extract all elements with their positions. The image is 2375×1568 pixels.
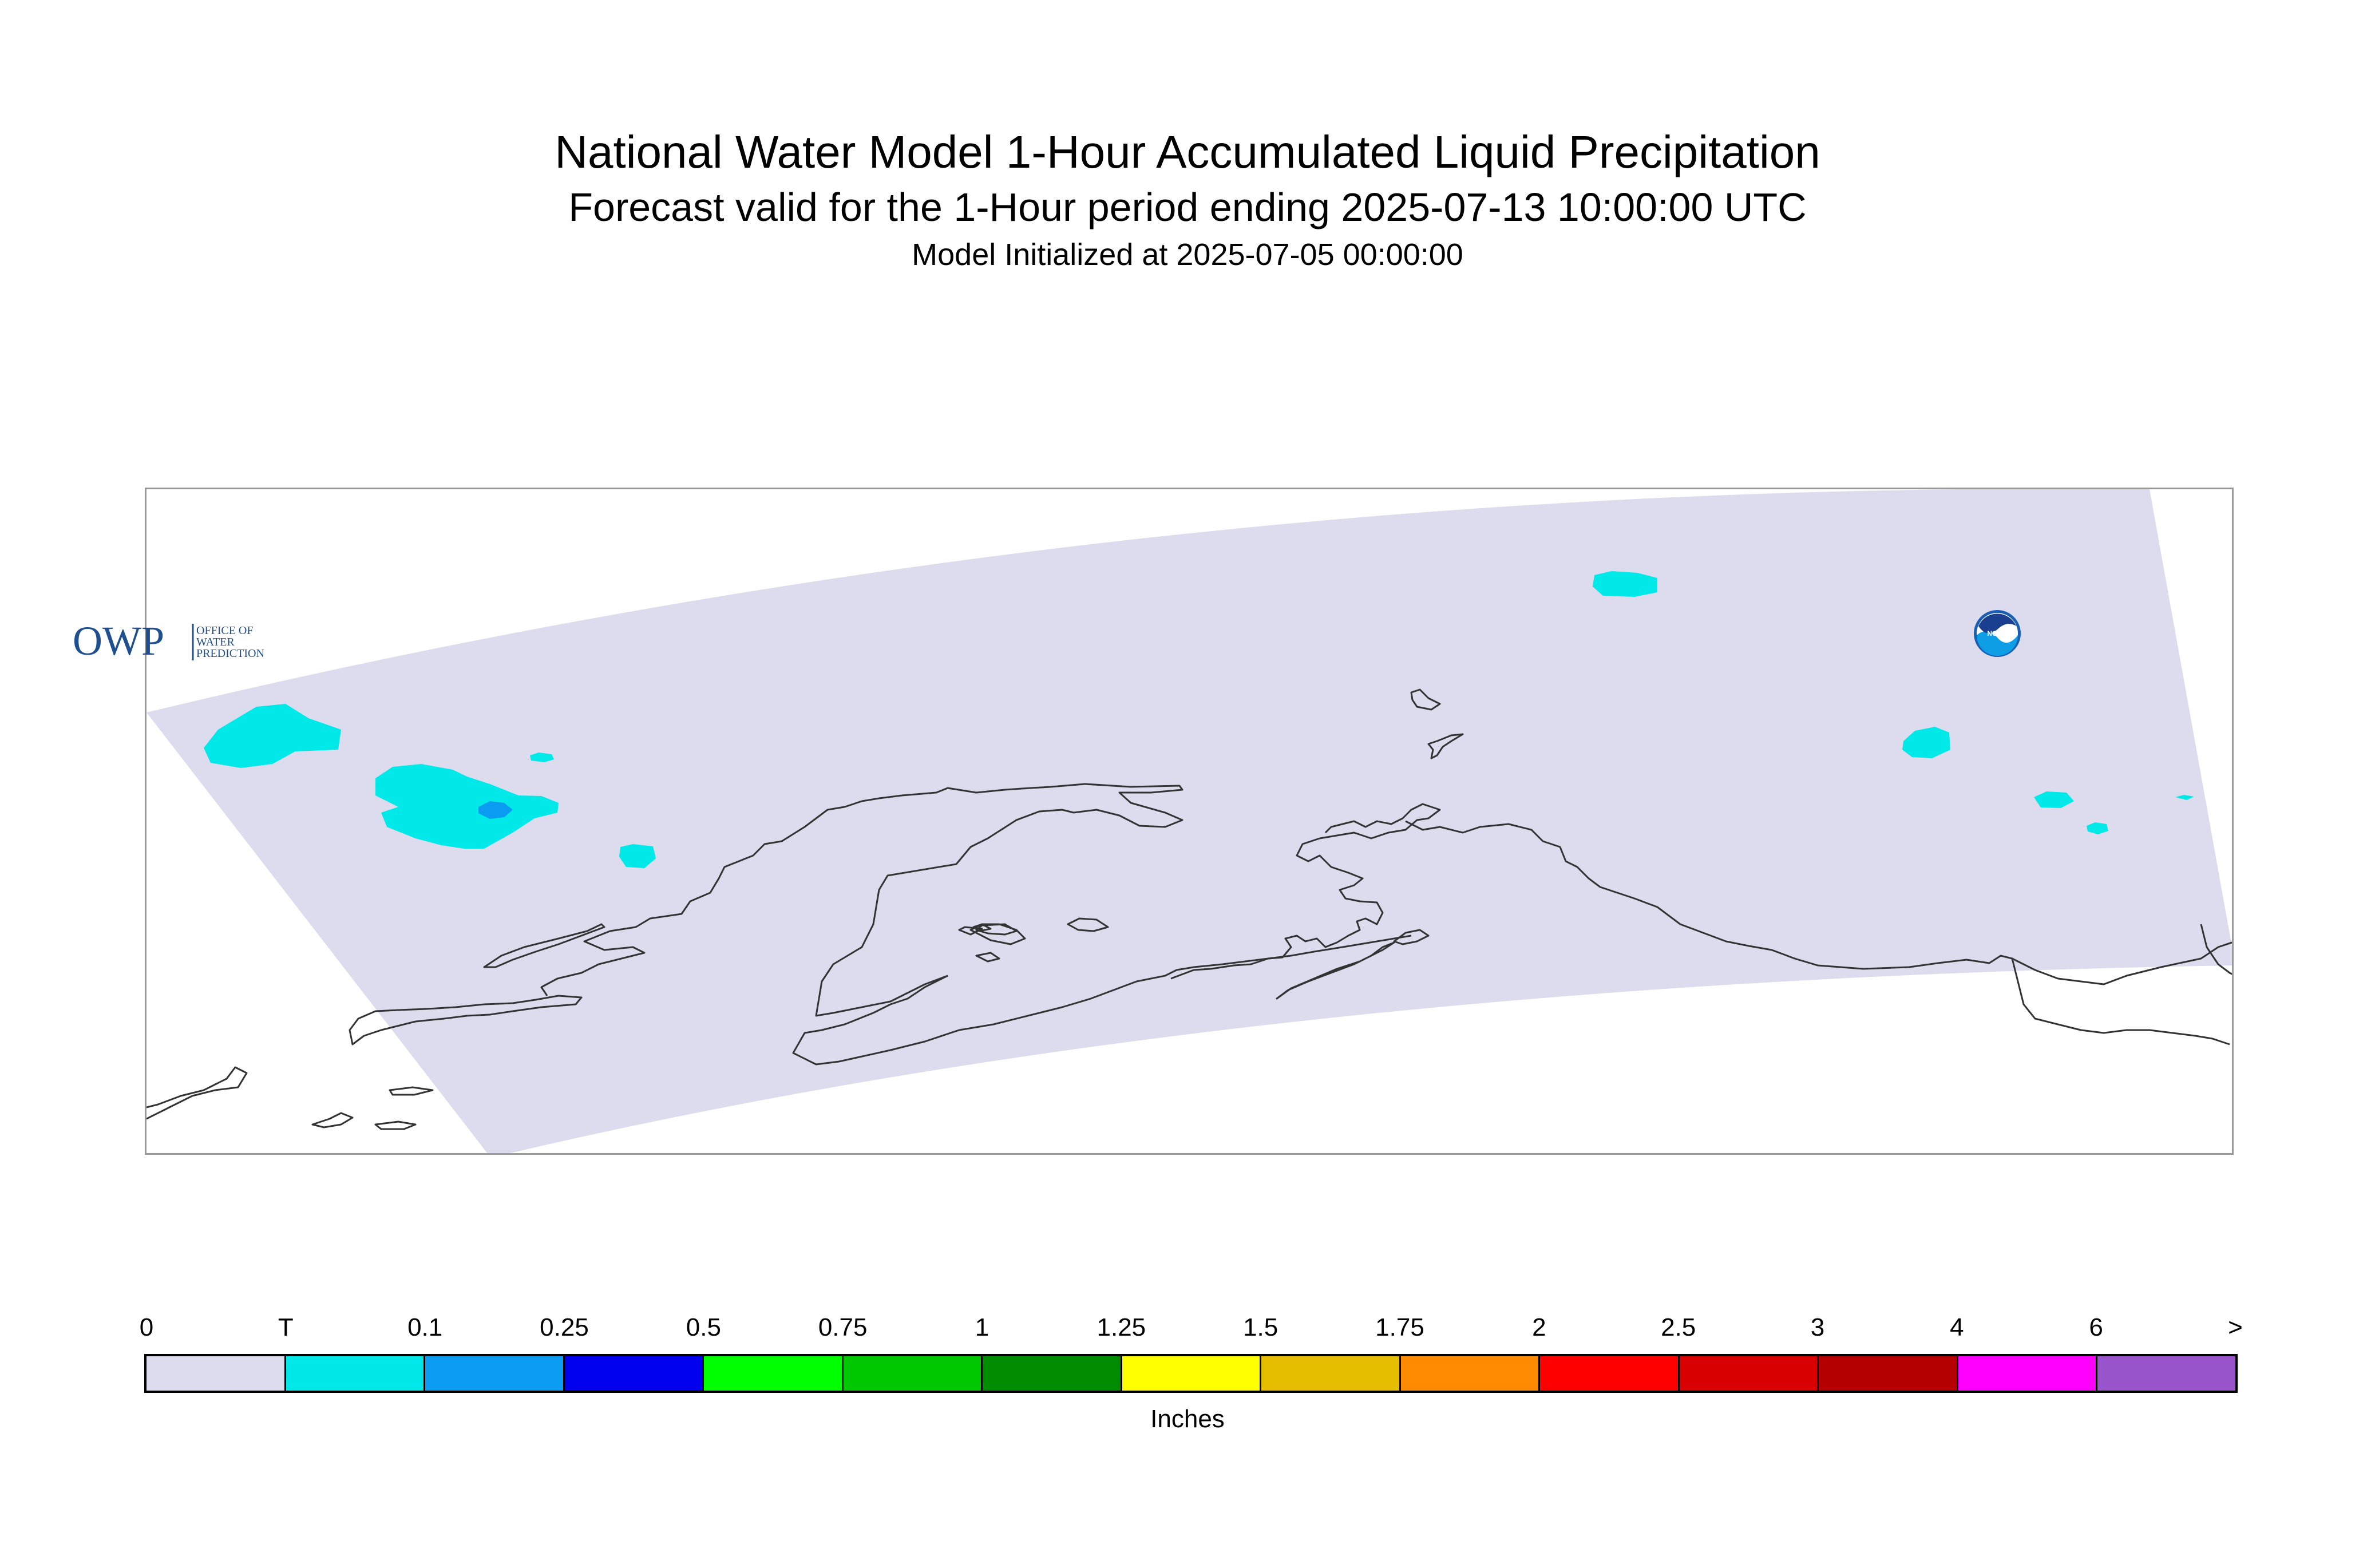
colorbar-tick-label: 0.1 bbox=[407, 1313, 443, 1341]
colorbar-swatch bbox=[1122, 1356, 1262, 1391]
coastline-peninsula-south bbox=[792, 935, 1412, 1066]
colorbar-tick-label: 1 bbox=[975, 1313, 989, 1341]
colorbar-tick-label: 0.75 bbox=[818, 1313, 868, 1341]
colorbar-tick-label: > bbox=[2228, 1313, 2243, 1341]
owp-text-line-2: WATER bbox=[196, 636, 235, 648]
colorbar-swatch bbox=[2097, 1356, 2235, 1391]
coastline-island-sw3 bbox=[374, 1120, 417, 1130]
coastline-arctic-small-2 bbox=[1427, 733, 1464, 759]
colorbar-tick-label: 4 bbox=[1950, 1313, 1964, 1341]
colorbar-tick-label: 6 bbox=[2089, 1313, 2103, 1341]
colorbar-swatch bbox=[425, 1356, 565, 1391]
colorbar-swatch bbox=[1679, 1356, 1819, 1391]
coastline-kenai-chugach bbox=[1170, 803, 1441, 980]
colorbar-swatch bbox=[983, 1356, 1122, 1391]
owp-text-line-3: PREDICTION bbox=[196, 647, 264, 660]
coastline-small-lake bbox=[975, 923, 1018, 936]
colorbar-tick-label: 0 bbox=[139, 1313, 154, 1341]
precip-areas bbox=[204, 571, 2194, 868]
precip-area-east-cell-2 bbox=[2034, 791, 2074, 808]
colorbar bbox=[144, 1354, 2238, 1393]
coastline-small-island-mid bbox=[975, 952, 1000, 963]
colorbar-tick-label: 2 bbox=[1532, 1313, 1546, 1341]
noaa-text: NOAA bbox=[1987, 629, 2008, 638]
colorbar-swatch bbox=[1261, 1356, 1401, 1391]
coastline-bering-island bbox=[969, 923, 1026, 945]
map-panel bbox=[145, 488, 2234, 1155]
colorbar-swatch bbox=[1400, 1356, 1541, 1391]
model-domain bbox=[147, 489, 2232, 1153]
noaa-logo: NOAA bbox=[1973, 609, 2022, 658]
precip-area-east-cell-1 bbox=[1902, 727, 1950, 758]
coastline-kodiak-island bbox=[1276, 941, 1395, 1000]
precip-area-north-cell bbox=[1593, 571, 1657, 597]
precip-area-small-west-cell bbox=[619, 844, 656, 868]
colorbar-swatch bbox=[1540, 1356, 1680, 1391]
colorbar-units: Inches bbox=[1150, 1405, 1225, 1433]
precipitation-map bbox=[147, 489, 2232, 1153]
colorbar-swatch bbox=[1958, 1356, 2098, 1391]
map-subtitle: Forecast valid for the 1-Hour period end… bbox=[568, 185, 1807, 229]
precip-area-central-west-cell bbox=[375, 764, 559, 849]
coastline-arctic-small-1 bbox=[1410, 688, 1441, 711]
colorbar-swatch bbox=[704, 1356, 844, 1391]
coastline-bristol-west bbox=[349, 995, 583, 1046]
precip-area-east-cell-4 bbox=[2175, 795, 2194, 800]
coastlines bbox=[147, 688, 2232, 1130]
map-title: National Water Model 1-Hour Accumulated … bbox=[555, 126, 1820, 177]
colorbar-tick-label: 0.5 bbox=[686, 1313, 721, 1341]
colorbar-labels: 0 T 0.1 0.25 0.5 0.75 1 1.25 1.5 1.75 2 2.5 3 4 6 > bbox=[0, 1313, 2375, 1348]
model-init-time: Model Initialized at 2025-07-05 00:00:00 bbox=[912, 237, 1463, 272]
colorbar-swatch bbox=[286, 1356, 426, 1391]
coastline-island-sw bbox=[389, 1086, 434, 1096]
colorbar-swatch bbox=[147, 1356, 286, 1391]
colorbar-tick-label: T bbox=[278, 1313, 294, 1341]
colorbar-swatch bbox=[564, 1356, 704, 1391]
precip-area-central-west-core bbox=[478, 801, 513, 819]
coastline-southeast-panhandle bbox=[2011, 958, 2230, 1046]
owp-logo: OWP OFFICE OF WATER PREDICTION bbox=[73, 617, 290, 664]
coastline-nunivak-island bbox=[483, 923, 605, 968]
colorbar-tick-label: 1.75 bbox=[1375, 1313, 1424, 1341]
coastline-alaska-peninsula-west bbox=[147, 1066, 248, 1120]
coastline-island-bay bbox=[958, 926, 983, 936]
colorbar-swatch bbox=[843, 1356, 983, 1391]
colorbar-swatch bbox=[1819, 1356, 1958, 1391]
coastline-gulf-east bbox=[1405, 820, 2232, 985]
coastline-island-sw2 bbox=[311, 1112, 354, 1129]
coastline-canada-north bbox=[2200, 924, 2232, 975]
coastline-nelson-island bbox=[1067, 917, 1109, 932]
colorbar-tick-label: 1.25 bbox=[1097, 1313, 1146, 1341]
precip-area-tiny-west-cell bbox=[530, 753, 554, 762]
owp-text-line-1: OFFICE OF bbox=[196, 624, 253, 637]
precip-area-west-coast-cell bbox=[204, 704, 341, 768]
colorbar-tick-label: 0.25 bbox=[540, 1313, 589, 1341]
coastline-mainland bbox=[540, 783, 1183, 1017]
owp-mark: OWP bbox=[73, 618, 164, 663]
colorbar-tick-label: 2.5 bbox=[1661, 1313, 1696, 1341]
colorbar-tick-label: 3 bbox=[1810, 1313, 1825, 1341]
precip-area-east-cell-3 bbox=[2087, 822, 2108, 834]
coastline-afognak-island bbox=[1393, 929, 1430, 945]
colorbar-tick-label: 1.5 bbox=[1243, 1313, 1278, 1341]
